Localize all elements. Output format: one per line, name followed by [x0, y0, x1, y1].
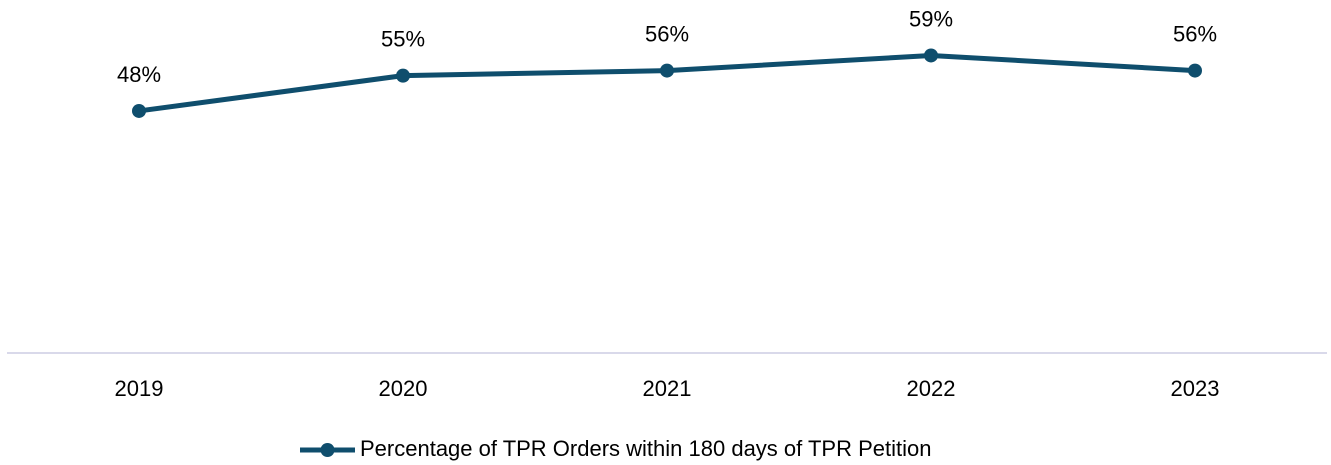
data-point [1188, 63, 1202, 78]
x-tick-label: 2020 [379, 376, 428, 401]
legend-marker [320, 443, 335, 457]
data-label: 55% [381, 26, 425, 51]
x-tick-label: 2021 [643, 376, 692, 401]
legend-label: Percentage of TPR Orders within 180 days… [360, 436, 931, 461]
data-label: 56% [1173, 21, 1217, 46]
data-point [132, 103, 146, 118]
data-point [396, 68, 410, 83]
data-point [660, 63, 674, 78]
data-label: 59% [909, 6, 953, 31]
data-label: 56% [645, 21, 689, 46]
data-label: 48% [117, 62, 161, 87]
data-point [924, 48, 938, 63]
x-tick-label: 2019 [115, 376, 164, 401]
x-tick-label: 2023 [1171, 376, 1220, 401]
x-tick-label: 2022 [907, 376, 956, 401]
